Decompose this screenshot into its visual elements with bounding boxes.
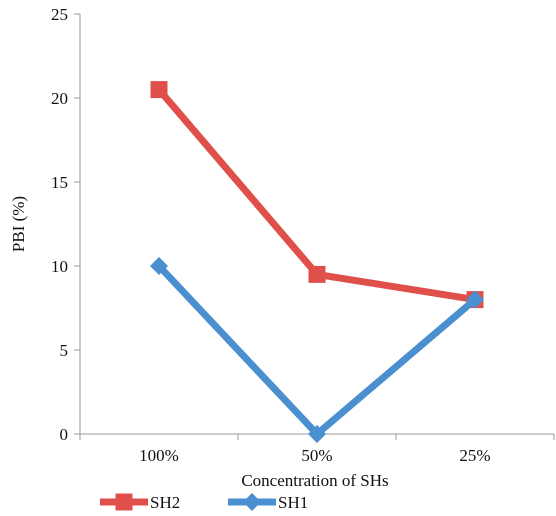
- y-tick-label: 25: [51, 5, 68, 24]
- x-tick-label: 50%: [301, 446, 332, 465]
- series-sh2: [150, 81, 484, 309]
- y-tick-label: 5: [60, 341, 69, 360]
- x-tick-label: 25%: [459, 446, 490, 465]
- legend-label: SH2: [150, 493, 180, 512]
- data-point: [308, 425, 326, 443]
- legend-swatch-marker: [243, 493, 261, 511]
- y-axis-ticks: 0 5 10 15 20 25: [51, 5, 80, 444]
- legend-label: SH1: [278, 493, 308, 512]
- y-axis-title: PBI (%): [9, 196, 28, 252]
- data-point: [466, 290, 484, 309]
- legend-item-sh1: SH1: [228, 493, 308, 512]
- data-point: [308, 265, 326, 283]
- x-axis-ticks: 100% 50% 25%: [79, 434, 555, 465]
- data-point: [150, 81, 168, 99]
- legend: SH2 SH1: [100, 493, 308, 512]
- legend-swatch-marker: [115, 493, 133, 511]
- data-point: [150, 257, 168, 275]
- x-axis-title: Concentration of SHs: [241, 471, 388, 490]
- legend-item-sh2: SH2: [100, 493, 180, 512]
- series-layer: [150, 81, 484, 443]
- y-tick-label: 10: [51, 257, 68, 276]
- y-tick-label: 0: [60, 425, 69, 444]
- axes: [79, 14, 554, 435]
- y-tick-label: 15: [51, 173, 68, 192]
- series-sh1: [150, 257, 484, 443]
- y-tick-label: 20: [51, 89, 68, 108]
- x-tick-label: 100%: [139, 446, 179, 465]
